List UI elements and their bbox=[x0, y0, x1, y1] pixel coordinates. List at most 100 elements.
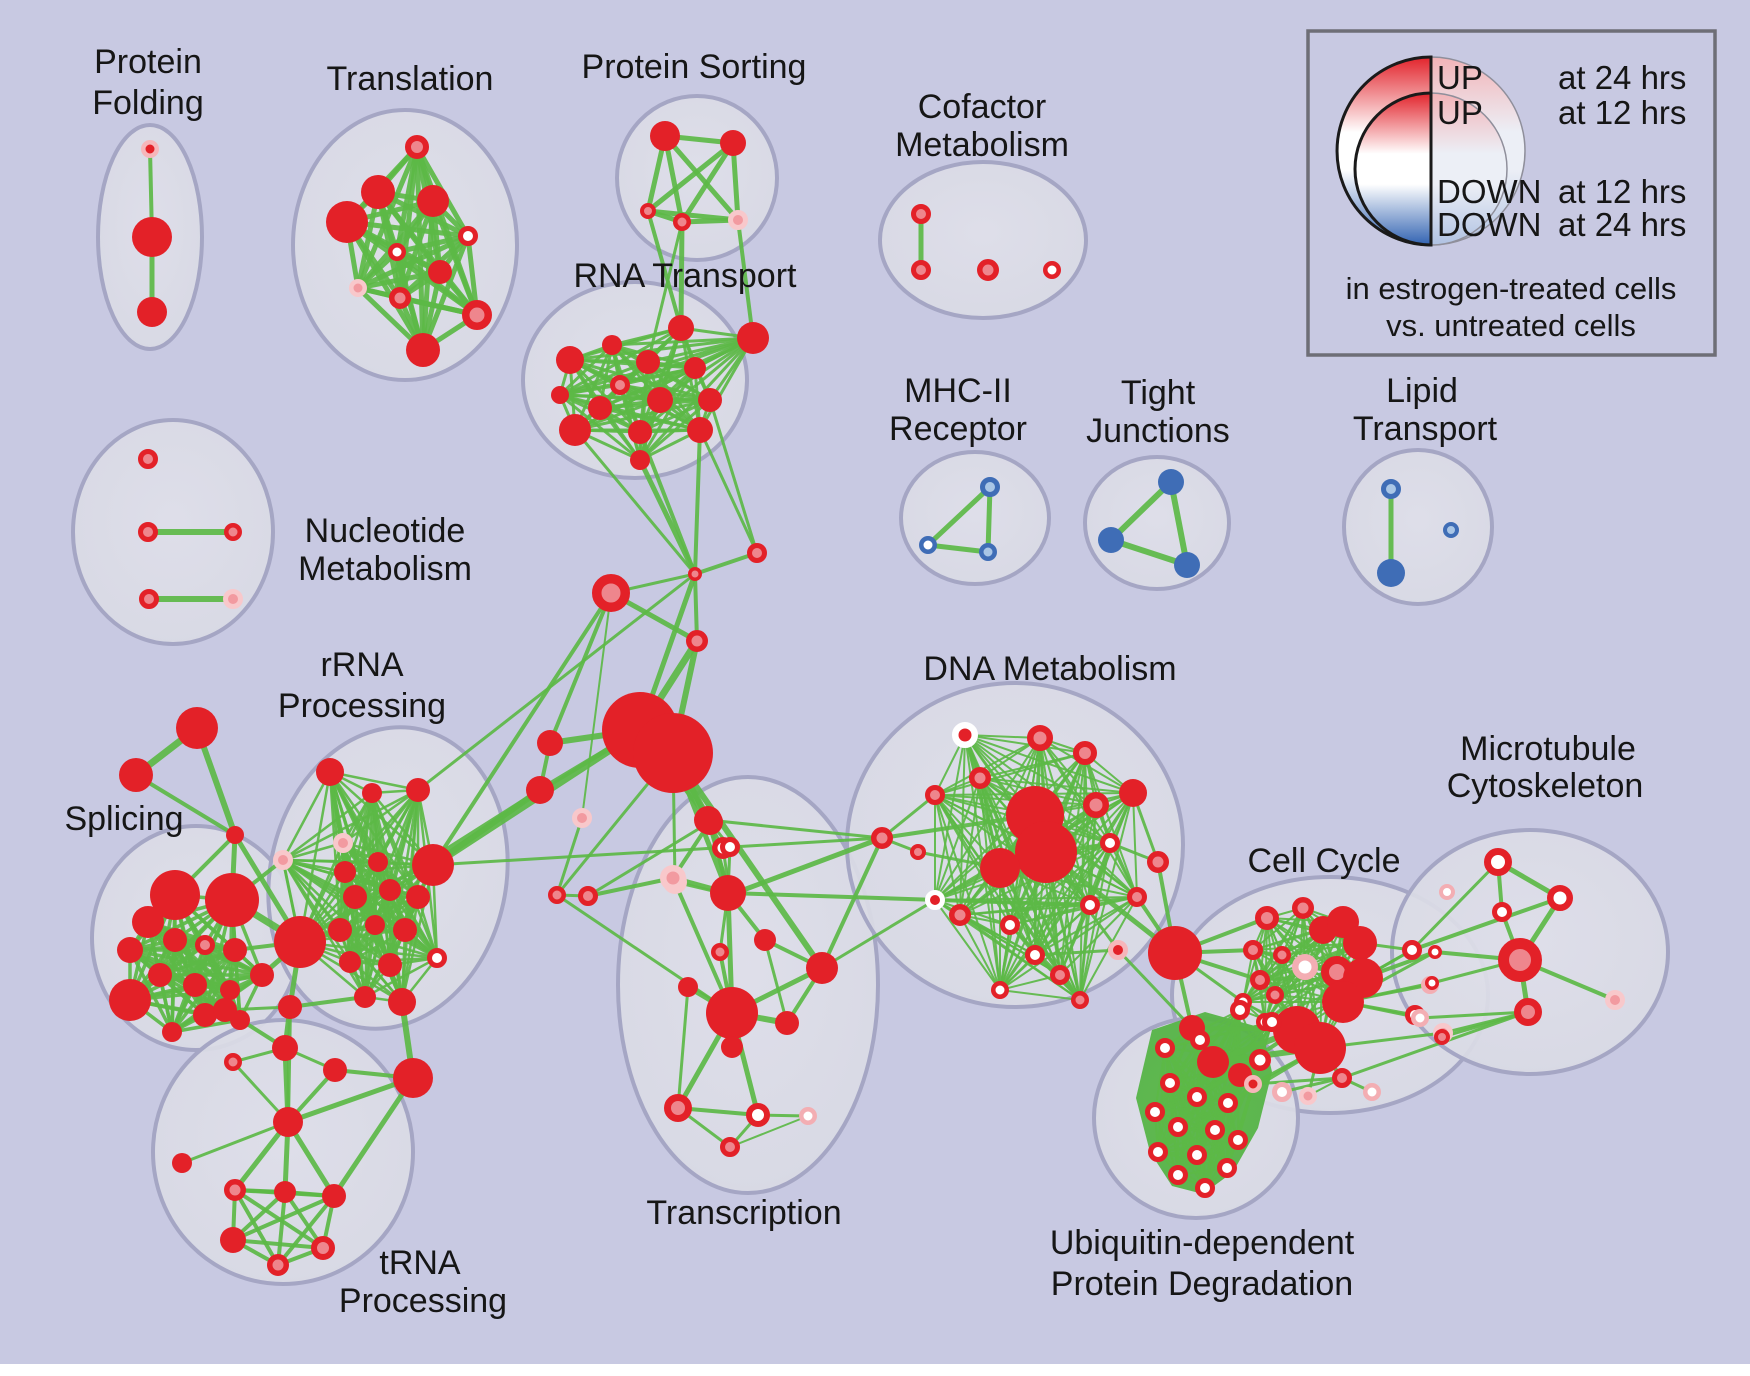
network-edge bbox=[586, 820, 712, 898]
network-edge bbox=[134, 773, 237, 837]
network-node bbox=[1098, 527, 1124, 553]
network-edge bbox=[1154, 1102, 1229, 1113]
network-edge bbox=[1251, 1076, 1344, 1086]
network-node bbox=[979, 543, 997, 561]
network-node bbox=[1266, 986, 1284, 1004]
network-edge bbox=[999, 924, 1011, 991]
network-edge bbox=[646, 209, 683, 330]
network-edge bbox=[281, 841, 345, 862]
network-node bbox=[1292, 897, 1314, 919]
node-layer bbox=[109, 121, 1625, 1276]
network-node bbox=[1168, 1165, 1188, 1185]
network-edge bbox=[726, 891, 1092, 907]
network-edge bbox=[1108, 537, 1190, 568]
network-node bbox=[224, 523, 242, 541]
network-node bbox=[1377, 559, 1405, 587]
network-edge bbox=[285, 1075, 416, 1125]
legend-time-1: at 12 hrs bbox=[1558, 94, 1686, 131]
network-node bbox=[322, 1184, 346, 1208]
network-node bbox=[334, 861, 356, 883]
legend-time-2: at 12 hrs bbox=[1558, 173, 1686, 210]
legend-direction-2: DOWN bbox=[1437, 173, 1541, 210]
network-edge bbox=[999, 842, 1111, 991]
network-node bbox=[710, 875, 746, 911]
network-node bbox=[1205, 1120, 1225, 1140]
network-node bbox=[119, 758, 153, 792]
cluster-label-splicing-line0: Splicing bbox=[64, 800, 183, 838]
network-node bbox=[1228, 1130, 1248, 1150]
network-edge bbox=[959, 914, 1061, 976]
cluster-label-tight-junctions-line1: Junctions bbox=[1086, 412, 1230, 450]
network-node bbox=[592, 574, 630, 612]
network-node bbox=[405, 135, 429, 159]
network-edge bbox=[693, 428, 702, 576]
network-node bbox=[1174, 552, 1200, 578]
network-edge bbox=[231, 1238, 325, 1250]
cluster-label-microtubule-cytoskeleton-line1: Cytoskeleton bbox=[1447, 767, 1644, 805]
cluster-label-rna-transport-line0: RNA Transport bbox=[574, 257, 798, 295]
network-edge bbox=[353, 895, 404, 1004]
network-node bbox=[977, 259, 999, 281]
network-edge bbox=[698, 428, 759, 555]
network-node bbox=[1294, 1022, 1346, 1074]
network-edge bbox=[1177, 1139, 1239, 1176]
network-node bbox=[720, 837, 740, 857]
network-node bbox=[193, 1003, 217, 1027]
network-edge bbox=[1109, 842, 1138, 898]
cluster-label-lipid-transport-line0: Lipid bbox=[1386, 372, 1458, 410]
network-node bbox=[711, 943, 729, 961]
network-node bbox=[1299, 1087, 1317, 1105]
network-edge bbox=[581, 592, 612, 819]
network-edge bbox=[1242, 929, 1324, 1003]
network-node bbox=[1168, 1117, 1188, 1137]
network-edge bbox=[558, 393, 642, 462]
network-edge bbox=[925, 484, 993, 548]
network-node bbox=[746, 1103, 770, 1127]
network-node bbox=[610, 375, 630, 395]
network-node bbox=[349, 279, 367, 297]
network-edge bbox=[1132, 792, 1138, 898]
cluster-label-mhc-ii-receptor-line0: MHC-II bbox=[904, 372, 1012, 410]
cluster-label-cell-cycle-line0: Cell Cycle bbox=[1247, 842, 1400, 880]
network-node bbox=[1083, 792, 1109, 818]
network-edge bbox=[1034, 896, 1138, 956]
network-edge bbox=[1168, 479, 1190, 568]
network-edge bbox=[637, 457, 698, 577]
network-edge bbox=[934, 752, 1086, 796]
legend-direction-3: DOWN bbox=[1437, 206, 1541, 243]
network-node bbox=[754, 929, 776, 951]
legend: UP at 24 hrs UP at 12 hrs DOWN at 12 hrs DOWN a… bbox=[1306, 29, 1717, 357]
network-edge bbox=[276, 1190, 287, 1267]
network-node bbox=[137, 297, 167, 327]
network-node bbox=[1000, 915, 1020, 935]
legend-time-3: at 24 hrs bbox=[1558, 206, 1686, 243]
network-node bbox=[673, 213, 691, 231]
network-node bbox=[250, 963, 274, 987]
network-node bbox=[368, 852, 388, 872]
cluster-label-trna-processing-line0: tRNA bbox=[379, 1244, 461, 1282]
network-node bbox=[799, 1107, 817, 1125]
network-node bbox=[1262, 1012, 1282, 1032]
network-edge bbox=[598, 406, 702, 432]
network-edge bbox=[328, 770, 420, 792]
cluster-ellipse-protein-sorting bbox=[615, 94, 779, 262]
network-node bbox=[1195, 1178, 1215, 1198]
network-edge bbox=[1009, 842, 1111, 926]
network-node bbox=[556, 346, 584, 374]
network-edge bbox=[281, 788, 420, 862]
network-node bbox=[1217, 1158, 1237, 1178]
network-edge bbox=[558, 360, 650, 397]
network-node bbox=[925, 890, 945, 910]
network-edge bbox=[979, 777, 1134, 794]
network-node bbox=[428, 260, 452, 284]
legend-circle-inner-saturated bbox=[1353, 91, 1433, 247]
network-node bbox=[1145, 1102, 1165, 1122]
network-node bbox=[132, 906, 164, 938]
network-node bbox=[389, 287, 411, 309]
network-node bbox=[806, 952, 838, 984]
network-edge bbox=[1154, 1111, 1239, 1141]
network-node bbox=[1484, 848, 1512, 876]
network-edge bbox=[934, 794, 961, 916]
cluster-label-cofactor-metabolism-line0: Cofactor bbox=[918, 88, 1047, 126]
network-node bbox=[1155, 1038, 1175, 1058]
